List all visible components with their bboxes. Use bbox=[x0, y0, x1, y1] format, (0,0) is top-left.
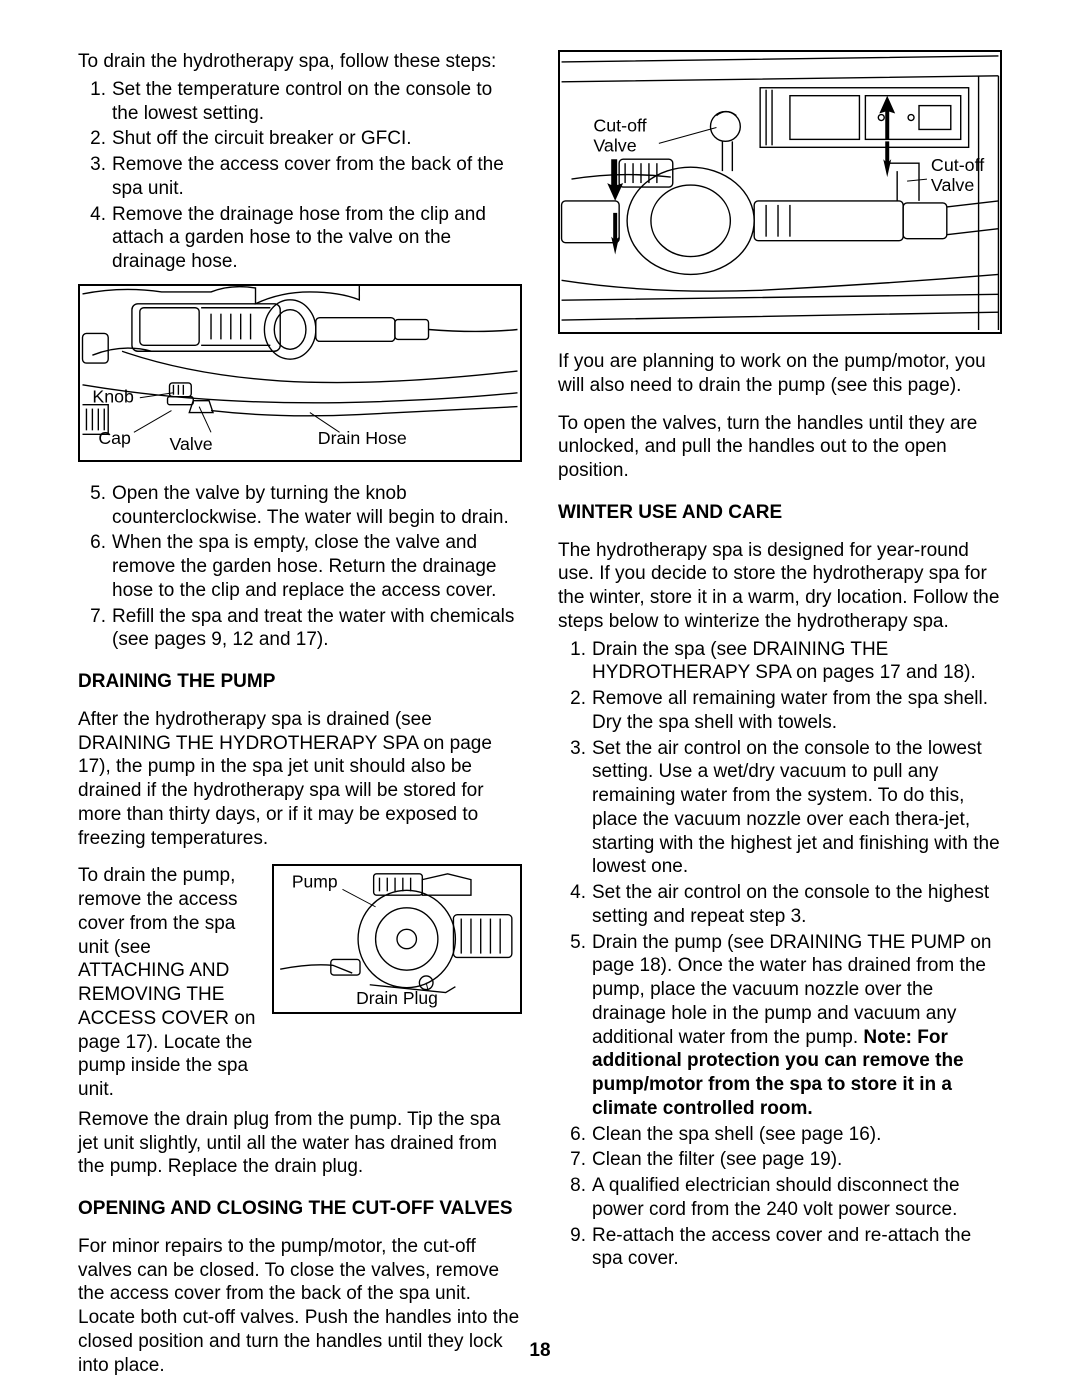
label-cutoff-1b: Valve bbox=[593, 135, 636, 155]
winter-steps: 1.Drain the spa (see DRAINING THE HYDROT… bbox=[558, 638, 1002, 1272]
paragraph: The hydrotherapy spa is designed for yea… bbox=[558, 539, 1002, 634]
list-item: 1.Set the temperature control on the con… bbox=[78, 78, 522, 126]
list-item: 3.Set the air control on the console to … bbox=[558, 737, 1002, 880]
label-drain-plug: Drain Plug bbox=[356, 988, 438, 1008]
paragraph: Remove the drain plug from the pump. Tip… bbox=[78, 1108, 522, 1179]
label-cutoff-2b: Valve bbox=[931, 175, 974, 195]
left-column: To drain the hydrotherapy spa, follow th… bbox=[78, 50, 522, 1381]
drain-steps-2: 5.Open the valve by turning the knob cou… bbox=[78, 482, 522, 652]
list-item: 6.When the spa is empty, close the valve… bbox=[78, 531, 522, 602]
heading-cutoff-valves: OPENING AND CLOSING THE CUT-OFF VALVES bbox=[78, 1197, 522, 1221]
list-item: 7.Refill the spa and treat the water wit… bbox=[78, 605, 522, 653]
list-item: 7.Clean the filter (see page 19). bbox=[558, 1148, 1002, 1172]
label-cutoff-2: Cut-off bbox=[931, 155, 984, 175]
list-item: 2.Remove all remaining water from the sp… bbox=[558, 687, 1002, 735]
paragraph: To open the valves, turn the handles unt… bbox=[558, 412, 1002, 483]
list-item: 4.Set the air control on the console to … bbox=[558, 881, 1002, 929]
list-item: 3.Remove the access cover from the back … bbox=[78, 153, 522, 201]
paragraph: If you are planning to work on the pump/… bbox=[558, 350, 1002, 398]
label-cutoff-1: Cut-off bbox=[593, 115, 646, 135]
label-cap: Cap bbox=[98, 428, 131, 448]
list-item: 5.Open the valve by turning the knob cou… bbox=[78, 482, 522, 530]
label-knob: Knob bbox=[92, 386, 134, 406]
list-item: 6.Clean the spa shell (see page 16). bbox=[558, 1123, 1002, 1147]
page-number: 18 bbox=[0, 1339, 1080, 1363]
list-item: 9.Re-attach the access cover and re-atta… bbox=[558, 1224, 1002, 1272]
figure-cutoff-valves: Cut-off Valve Cut-off Valve bbox=[558, 50, 1002, 334]
figure-pump: Pump Drain Plug bbox=[272, 864, 522, 1014]
list-item: 8.A qualified electrician should disconn… bbox=[558, 1174, 1002, 1222]
list-item: 5.Drain the pump (see DRAINING THE PUMP … bbox=[558, 931, 1002, 1121]
list-item: 2.Shut off the circuit breaker or GFCI. bbox=[78, 127, 522, 151]
list-item: 4.Remove the drainage hose from the clip… bbox=[78, 203, 522, 274]
intro-text: To drain the hydrotherapy spa, follow th… bbox=[78, 50, 522, 74]
heading-draining-pump: DRAINING THE PUMP bbox=[78, 670, 522, 694]
label-pump: Pump bbox=[292, 872, 338, 892]
right-column: Cut-off Valve Cut-off Valve If you are p… bbox=[558, 50, 1002, 1381]
label-valve: Valve bbox=[170, 434, 213, 454]
list-item: 1.Drain the spa (see DRAINING THE HYDROT… bbox=[558, 638, 1002, 686]
paragraph: To drain the pump, remove the access cov… bbox=[78, 864, 258, 1102]
figure-drain-hose: Knob Cap Valve Drain Hose bbox=[78, 284, 522, 462]
drain-steps-1: 1.Set the temperature control on the con… bbox=[78, 78, 522, 274]
heading-winter: WINTER USE AND CARE bbox=[558, 501, 1002, 525]
paragraph: After the hydrotherapy spa is drained (s… bbox=[78, 708, 522, 851]
label-drain-hose: Drain Hose bbox=[318, 428, 407, 448]
